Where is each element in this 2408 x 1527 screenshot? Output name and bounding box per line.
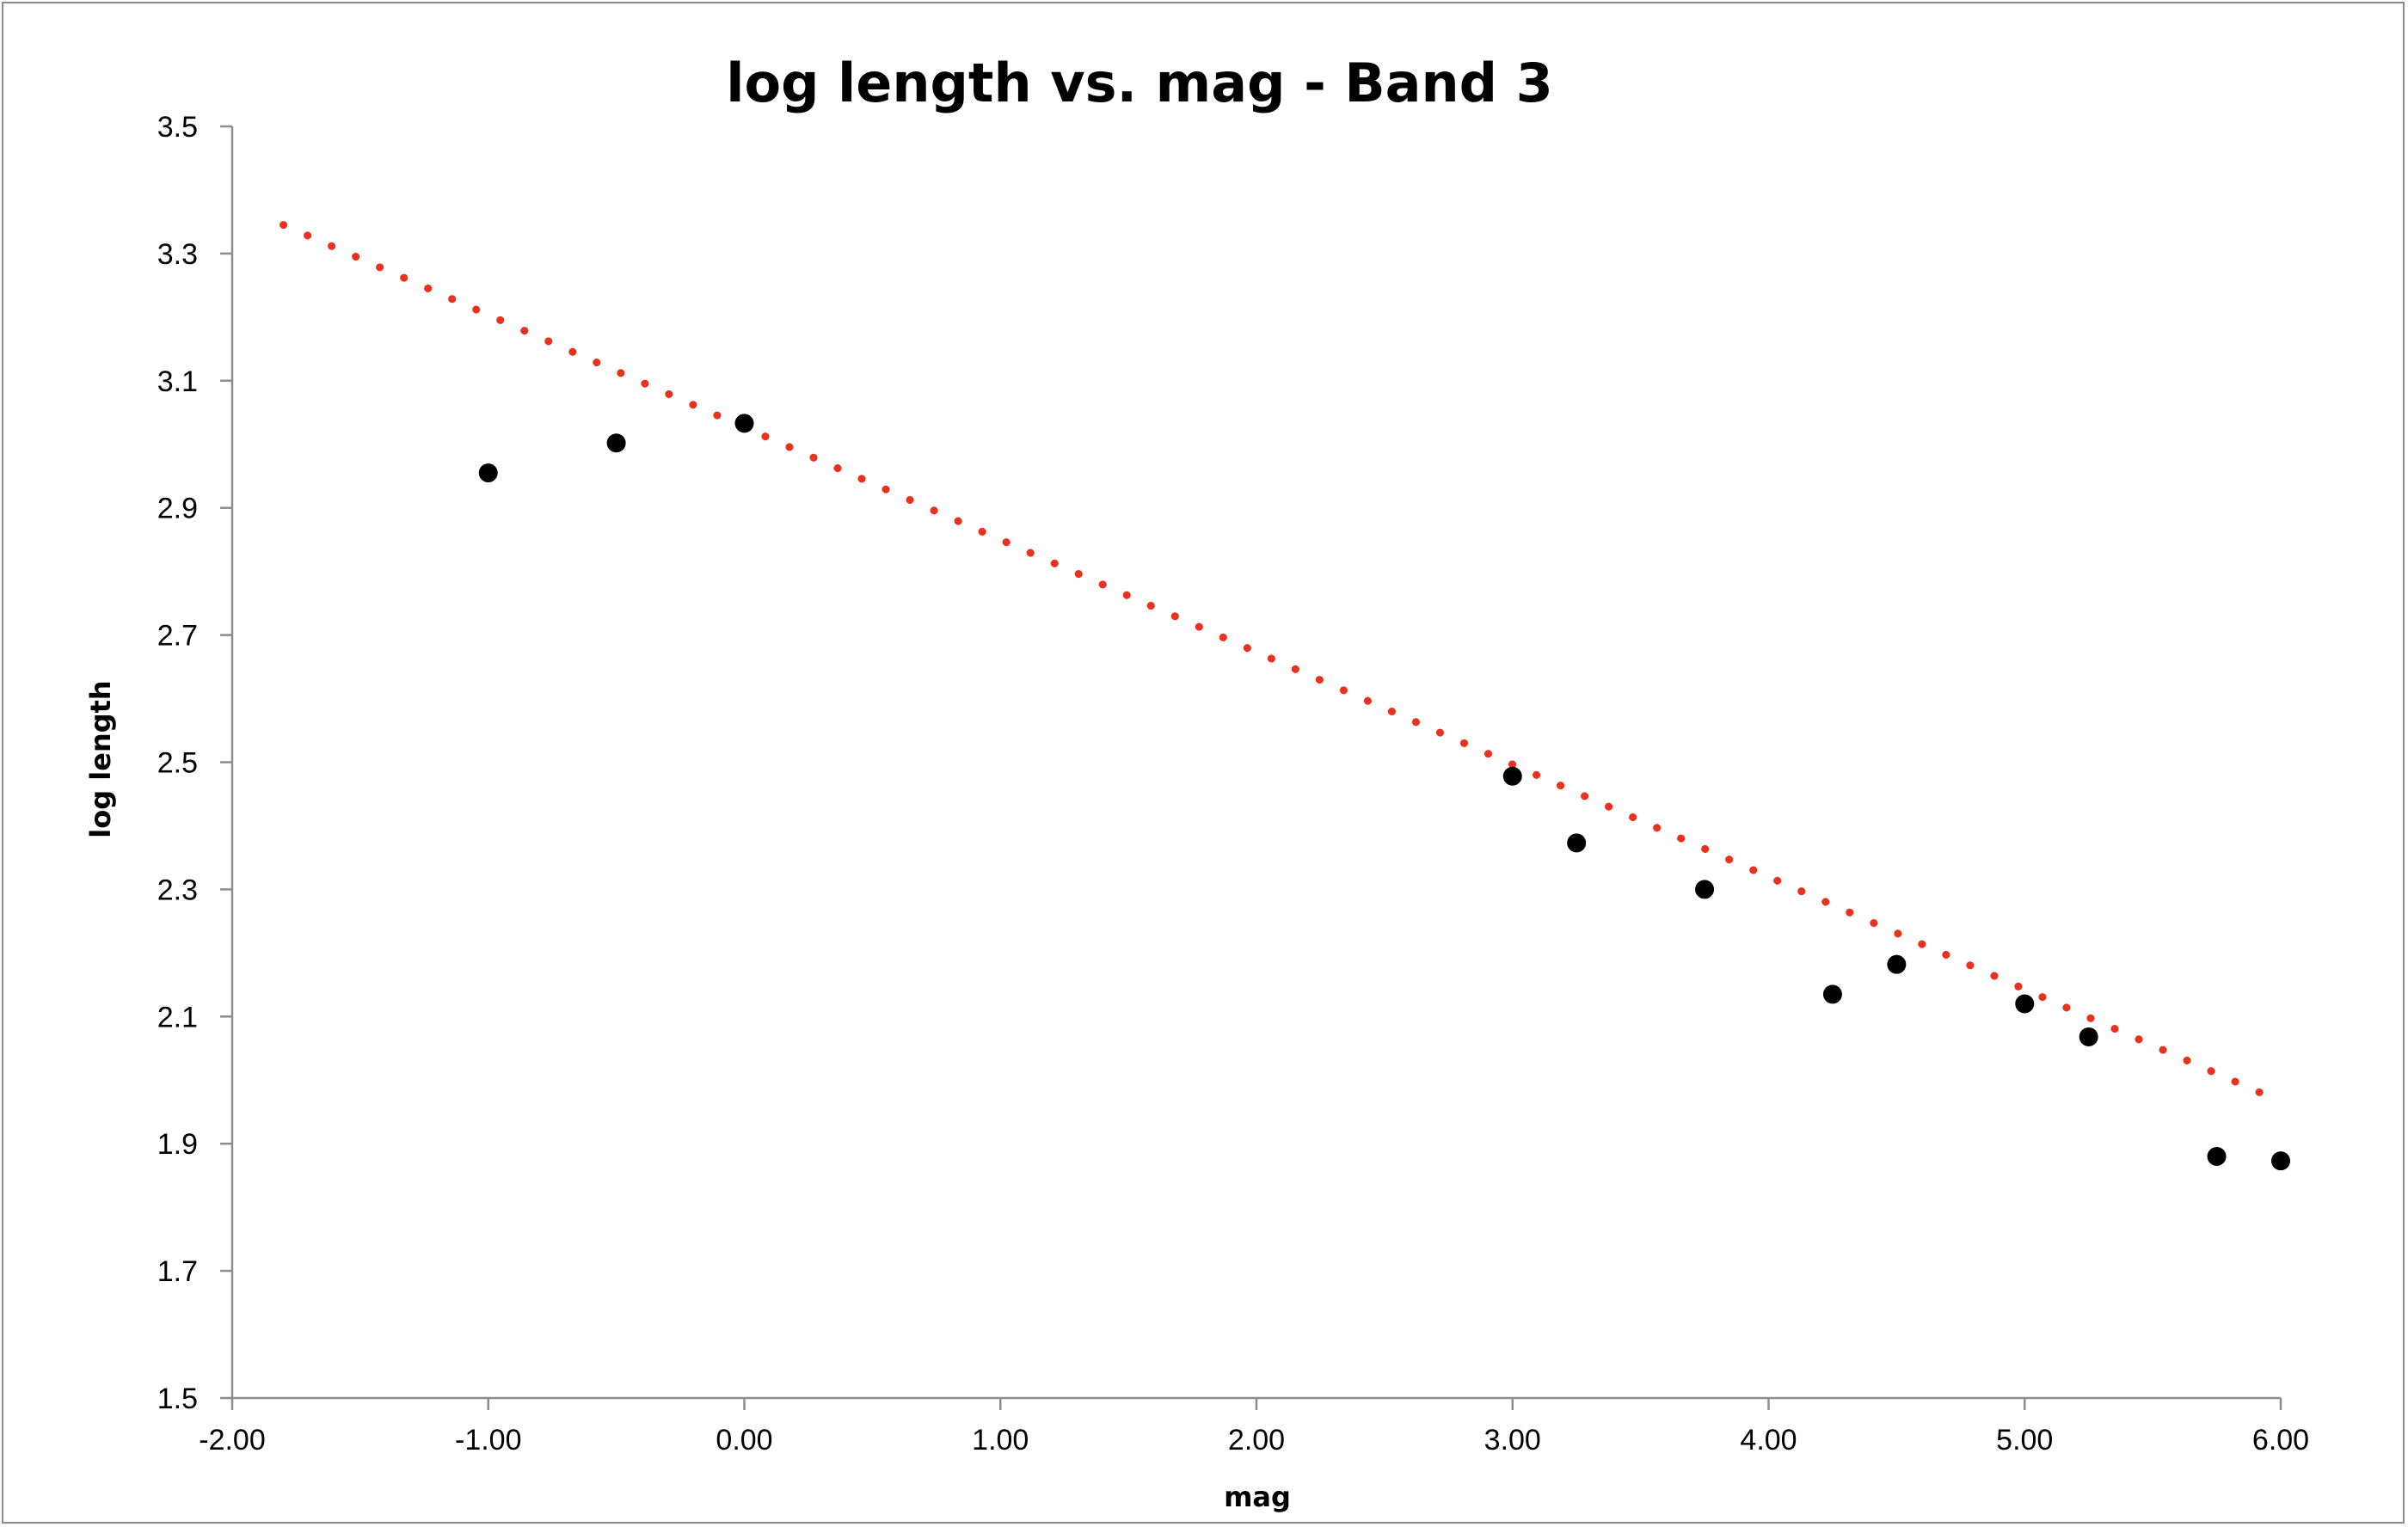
data-point (1695, 880, 1715, 899)
data-point (2079, 1027, 2098, 1046)
trendline (280, 221, 2272, 1101)
x-tick-label: 4.00 (1740, 1424, 1797, 1456)
y-tick-label: 2.3 (157, 874, 198, 906)
x-tick-label: 6.00 (2252, 1424, 2309, 1456)
data-point (1567, 833, 1587, 853)
x-tick-label: 3.00 (1484, 1424, 1541, 1456)
axes (230, 126, 2281, 1400)
y-tick-label: 1.9 (157, 1128, 198, 1161)
data-point (734, 414, 754, 433)
x-tick-label: 0.00 (716, 1424, 772, 1456)
y-tick-label: 2.1 (157, 1001, 198, 1033)
data-point (1887, 954, 1907, 974)
y-tick-label: 1.7 (157, 1255, 198, 1288)
y-tick-label: 2.5 (157, 747, 198, 780)
data-points (478, 414, 2290, 1171)
x-tick-label: 2.00 (1228, 1424, 1285, 1456)
y-tick-label: 2.7 (157, 620, 198, 653)
y-axis-label: log length (84, 680, 117, 837)
x-tick-label: 1.00 (972, 1424, 1029, 1456)
y-tick-label: 1.5 (157, 1383, 198, 1415)
chart-title: log length vs. mag - Band 3 (726, 52, 1553, 114)
x-axis-label: mag (1224, 1481, 1291, 1513)
linear-trendline (280, 221, 2272, 1101)
x-tick-label: -1.00 (455, 1424, 522, 1456)
y-tick-label: 3.1 (157, 365, 198, 398)
data-point (1502, 766, 1522, 786)
data-point (1822, 984, 1842, 1004)
y-tick-label: 3.3 (157, 238, 198, 271)
data-point (2015, 994, 2035, 1014)
y-axis-ticks: 1.5 1.7 1.9 2.1 2.3 2.5 2.7 2.9 3.1 3.3 3.5 (157, 111, 232, 1415)
x-tick-label: 5.00 (1996, 1424, 2053, 1456)
data-point (478, 463, 498, 483)
data-point (2271, 1151, 2290, 1171)
data-point (606, 433, 626, 453)
x-tick-label: -2.00 (199, 1424, 266, 1456)
y-tick-label: 3.5 (157, 111, 198, 144)
y-tick-label: 2.9 (157, 493, 198, 525)
data-point (2207, 1146, 2227, 1166)
x-axis-ticks: -2.00 -1.00 0.00 1.00 2.00 3.00 4.00 5.00 6.00 (199, 1398, 2309, 1456)
